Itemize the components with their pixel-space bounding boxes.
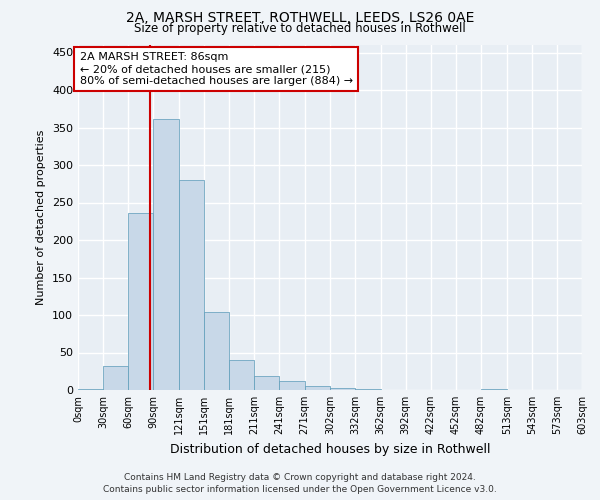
Bar: [331, 388, 355, 390]
X-axis label: Distribution of detached houses by size in Rothwell: Distribution of detached houses by size …: [170, 442, 490, 456]
Text: Contains HM Land Registry data © Crown copyright and database right 2024.
Contai: Contains HM Land Registry data © Crown c…: [103, 472, 497, 494]
Bar: [254, 376, 280, 390]
Text: 2A MARSH STREET: 86sqm
← 20% of detached houses are smaller (215)
80% of semi-de: 2A MARSH STREET: 86sqm ← 20% of detached…: [80, 52, 353, 86]
Bar: [204, 312, 229, 390]
Bar: [128, 213, 153, 390]
Text: 2A, MARSH STREET, ROTHWELL, LEEDS, LS26 0AE: 2A, MARSH STREET, ROTHWELL, LEEDS, LS26 …: [126, 11, 474, 25]
Bar: [103, 366, 128, 390]
Y-axis label: Number of detached properties: Number of detached properties: [37, 130, 46, 305]
Bar: [78, 388, 103, 390]
Bar: [355, 389, 380, 390]
Bar: [153, 118, 179, 390]
Bar: [305, 386, 331, 390]
Bar: [481, 389, 507, 390]
Text: Size of property relative to detached houses in Rothwell: Size of property relative to detached ho…: [134, 22, 466, 35]
Bar: [179, 180, 204, 390]
Bar: [280, 381, 305, 390]
Bar: [229, 360, 254, 390]
